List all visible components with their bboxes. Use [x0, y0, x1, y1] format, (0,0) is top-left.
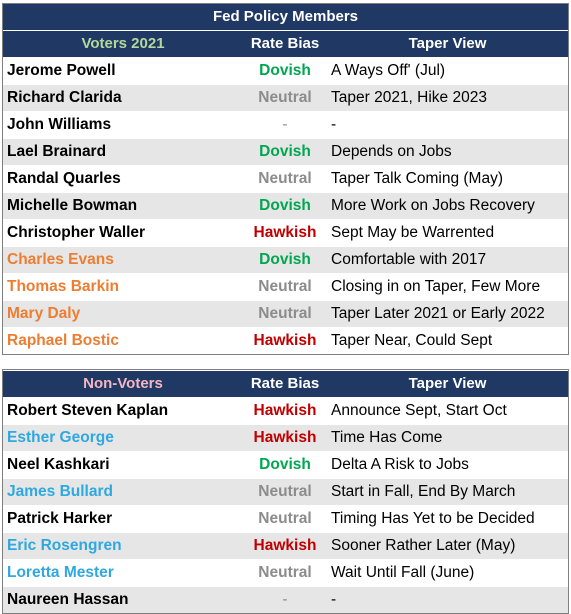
- rate-bias-cell: Hawkish: [253, 332, 317, 349]
- member-name: John Williams: [7, 116, 112, 133]
- rate-bias-cell: Neutral: [258, 483, 312, 500]
- taper-view-cell: Depends on Jobs: [331, 143, 452, 160]
- member-name: Charles Evans: [7, 251, 114, 268]
- rate-bias-header: Rate Bias: [250, 35, 320, 52]
- taper-view-cell: Taper Later 2021 or Early 2022: [331, 305, 545, 322]
- nonvoters-table: Non-Voters Rate Bias Taper View Robert S…: [2, 369, 569, 614]
- taper-view-cell: Taper Near, Could Sept: [331, 332, 493, 349]
- table-row: Eric Rosengren Hawkish Sooner Rather Later…: [3, 532, 568, 559]
- taper-view-header: Taper View: [408, 375, 487, 392]
- taper-view-cell: -: [331, 116, 337, 133]
- taper-view-cell: Taper 2021, Hike 2023: [331, 89, 487, 106]
- rate-bias-cell: Hawkish: [253, 537, 317, 554]
- taper-view-cell: Delta A Risk to Jobs: [331, 456, 469, 473]
- table-row: Naureen Hassan - -: [3, 586, 568, 613]
- member-name: Jerome Powell: [7, 62, 116, 79]
- taper-view-cell: Announce Sept, Start Oct: [331, 402, 507, 419]
- nonvoters-header-row: Non-Voters Rate Bias Taper View: [3, 370, 568, 397]
- table-row: Thomas Barkin Neutral Closing in on Taper,…: [3, 273, 568, 300]
- member-name: Richard Clarida: [7, 89, 122, 106]
- table-row: Patrick Harker Neutral Timing Has Yet to b…: [3, 505, 568, 532]
- voters-rows: Jerome Powell Dovish A Ways Off' (Jul) Rich…: [3, 57, 568, 354]
- member-name: Neel Kashkari: [7, 456, 110, 473]
- taper-view-cell: Sooner Rather Later (May): [331, 537, 516, 554]
- table-row: Esther George Hawkish Time Has Come: [3, 424, 568, 451]
- table-row: Neel Kashkari Dovish Delta A Risk to Jobs: [3, 451, 568, 478]
- taper-view-cell: Taper Talk Coming (May): [331, 170, 503, 187]
- taper-view-header: Taper View: [408, 35, 487, 52]
- rate-bias-cell: Hawkish: [253, 429, 317, 446]
- member-name: Esther George: [7, 429, 114, 446]
- rate-bias-cell: Neutral: [258, 564, 312, 581]
- rate-bias-cell: -: [282, 591, 288, 608]
- table-row: Randal Quarles Neutral Taper Talk Coming (…: [3, 165, 568, 192]
- member-name: Raphael Bostic: [7, 332, 119, 349]
- nonvoters-rows: Robert Steven Kaplan Hawkish Announce Sept…: [3, 397, 568, 613]
- rate-bias-cell: Dovish: [259, 62, 311, 79]
- rate-bias-cell: Dovish: [259, 251, 311, 268]
- table-row: Jerome Powell Dovish A Ways Off' (Jul): [3, 57, 568, 84]
- table-title: Fed Policy Members: [3, 4, 568, 30]
- taper-view-cell: -: [331, 591, 337, 608]
- voters-header-row: Voters 2021 Rate Bias Taper View: [3, 30, 568, 57]
- rate-bias-cell: Neutral: [258, 170, 312, 187]
- member-name: Eric Rosengren: [7, 537, 122, 554]
- table-row: Robert Steven Kaplan Hawkish Announce Sept…: [3, 397, 568, 424]
- member-name: Loretta Mester: [7, 564, 114, 581]
- rate-bias-cell: Dovish: [259, 456, 311, 473]
- member-name: Thomas Barkin: [7, 278, 119, 295]
- rate-bias-cell: Neutral: [258, 89, 312, 106]
- rate-bias-cell: Neutral: [258, 278, 312, 295]
- taper-view-cell: Closing in on Taper, Few More: [331, 278, 541, 295]
- nonvoters-group-header: Non-Voters: [83, 375, 163, 392]
- table-row: Charles Evans Dovish Comfortable with 2017: [3, 246, 568, 273]
- taper-view-cell: Comfortable with 2017: [331, 251, 487, 268]
- member-name: Christopher Waller: [7, 224, 146, 241]
- rate-bias-cell: Neutral: [258, 305, 312, 322]
- rate-bias-cell: Hawkish: [253, 402, 317, 419]
- rate-bias-cell: -: [282, 116, 288, 133]
- rate-bias-header: Rate Bias: [250, 375, 320, 392]
- member-name: James Bullard: [7, 483, 113, 500]
- rate-bias-cell: Hawkish: [253, 224, 317, 241]
- member-name: Michelle Bowman: [7, 197, 138, 214]
- taper-view-cell: More Work on Jobs Recovery: [331, 197, 535, 214]
- member-name: Naureen Hassan: [7, 591, 129, 608]
- table-row: Mary Daly Neutral Taper Later 2021 or Earl…: [3, 300, 568, 327]
- member-name: Mary Daly: [7, 305, 81, 322]
- taper-view-cell: Timing Has Yet to be Decided: [331, 510, 535, 527]
- voters-group-header: Voters 2021: [81, 35, 165, 52]
- voters-table: Fed Policy Members Voters 2021 Rate Bias…: [2, 3, 569, 355]
- member-name: Lael Brainard: [7, 143, 107, 160]
- table-row: Christopher Waller Hawkish Sept May be War…: [3, 219, 568, 246]
- rate-bias-cell: Dovish: [259, 143, 311, 160]
- taper-view-cell: Time Has Come: [331, 429, 443, 446]
- member-name: Randal Quarles: [7, 170, 121, 187]
- table-row: John Williams - -: [3, 111, 568, 138]
- table-row: Raphael Bostic Hawkish Taper Near, Could S…: [3, 327, 568, 354]
- table-row: Loretta Mester Neutral Wait Until Fall (Ju…: [3, 559, 568, 586]
- table-row: James Bullard Neutral Start in Fall, End B…: [3, 478, 568, 505]
- member-name: Robert Steven Kaplan: [7, 402, 169, 419]
- member-name: Patrick Harker: [7, 510, 113, 527]
- table-row: Lael Brainard Dovish Depends on Jobs: [3, 138, 568, 165]
- table-row: Richard Clarida Neutral Taper 2021, Hike 2…: [3, 84, 568, 111]
- rate-bias-cell: Neutral: [258, 510, 312, 527]
- taper-view-cell: Start in Fall, End By March: [331, 483, 516, 500]
- taper-view-cell: A Ways Off' (Jul): [331, 62, 446, 79]
- taper-view-cell: Sept May be Warrented: [331, 224, 495, 241]
- taper-view-cell: Wait Until Fall (June): [331, 564, 475, 581]
- rate-bias-cell: Dovish: [259, 197, 311, 214]
- table-row: Michelle Bowman Dovish More Work on Jobs R…: [3, 192, 568, 219]
